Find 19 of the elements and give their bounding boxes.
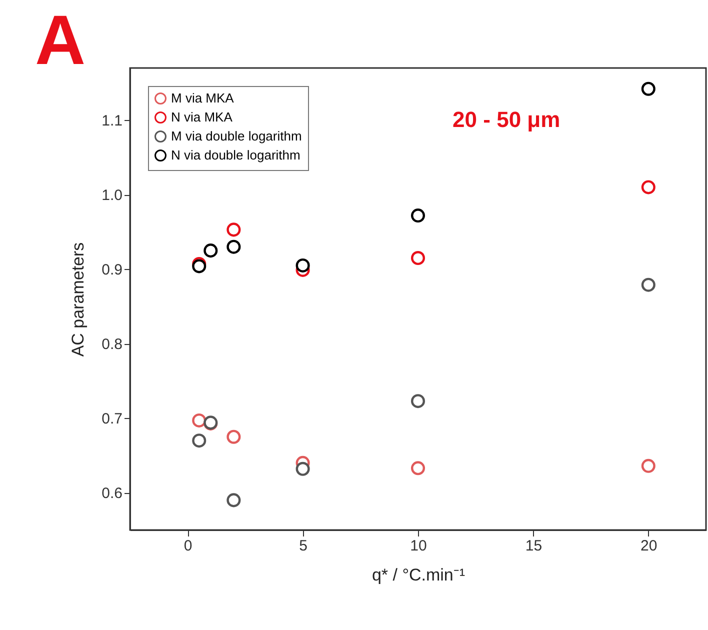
legend-label: M via MKA <box>171 90 234 106</box>
legend-label: M via double logarithm <box>171 128 302 144</box>
x-tick-label: 20 <box>640 538 658 554</box>
y-tick-label: 0.9 <box>102 262 122 279</box>
y-tick-label: 0.8 <box>102 336 122 354</box>
text: A <box>35 1 86 79</box>
y-tick-label: 1.1 <box>102 112 122 130</box>
y-tick-label: 0.7 <box>102 410 122 428</box>
legend-label: N via MKA <box>171 110 233 124</box>
x-tick-label: 10 <box>410 538 427 554</box>
x-tick-label: 0 <box>184 538 192 554</box>
y-tick-label: 0.6 <box>102 485 122 502</box>
x-axis-title: q* / °C.min⁻¹ <box>372 566 466 584</box>
x-tick-label: 5 <box>299 538 308 554</box>
x-tick-label: 15 <box>525 538 542 554</box>
y-tick-label: 1.0 <box>102 187 122 204</box>
y-axis-title: AC parameters <box>68 242 88 357</box>
annotation: 20 - 50 μm <box>452 107 560 132</box>
legend-label: N via double logarithm <box>171 148 300 162</box>
